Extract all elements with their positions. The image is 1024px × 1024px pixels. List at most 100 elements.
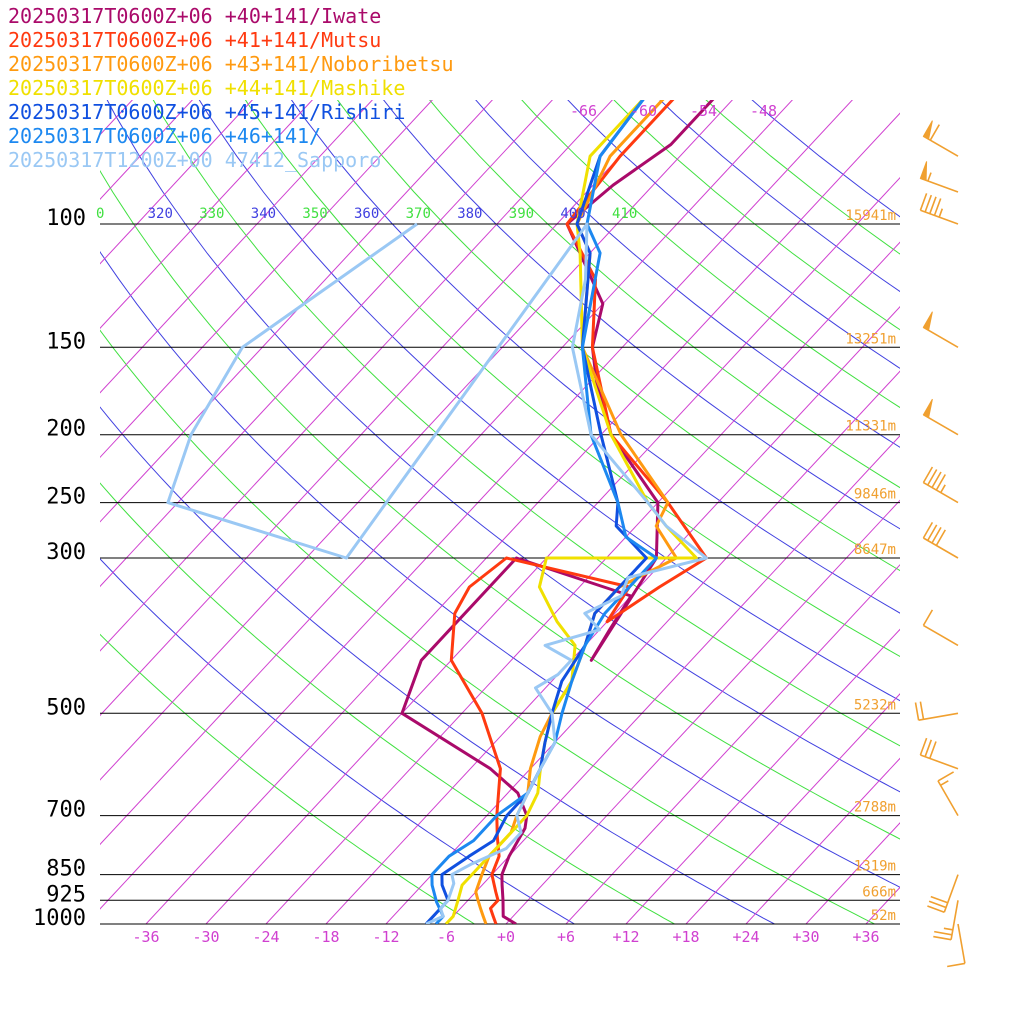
isotherm: [100, 100, 733, 781]
pressure-label: 500: [46, 695, 86, 720]
barb-full: [933, 198, 942, 216]
wind-barb: [922, 466, 959, 504]
barb-full: [935, 474, 946, 491]
wind-barb: [919, 161, 959, 193]
wind-barb: [933, 900, 959, 941]
wind-barb: [919, 193, 959, 225]
pressure-label: 100: [46, 206, 86, 231]
temperature-tick-label: +30: [792, 928, 819, 946]
isotherm: [100, 100, 493, 523]
dry-adiabat: [567, 100, 900, 369]
isotherm: [685, 693, 900, 924]
isotherm: [100, 100, 793, 846]
isotherm: [100, 100, 373, 394]
dry-adiabat: [106, 100, 900, 793]
barb-staff: [943, 874, 959, 913]
temperature-tick-label: -36: [132, 928, 159, 946]
legend-entry: 20250317T0600Z+06 +45+141/Rishiri: [8, 100, 406, 124]
barb-half: [927, 172, 932, 182]
legend-entry: 20250317T0600Z+06 +44+141/Mashike: [8, 76, 406, 100]
isotherm: [972, 69, 1024, 939]
barb-staff: [922, 326, 959, 348]
barb-half: [943, 927, 953, 931]
barb-full: [931, 527, 942, 544]
isotherm: [100, 100, 253, 265]
wind-barbs: [914, 120, 966, 968]
barb-staff: [937, 780, 959, 816]
dry-adiabat: [383, 100, 900, 530]
wind-barb: [922, 398, 959, 436]
barb-staff: [920, 754, 959, 770]
height-label: 13251m: [845, 331, 896, 347]
wind-barb: [922, 311, 959, 348]
height-label: 52m: [871, 908, 896, 924]
theta-label: 340: [251, 206, 276, 222]
barb-full: [934, 930, 953, 936]
isobars: [100, 223, 900, 925]
dry-adiabat: [100, 633, 476, 924]
dry-adiabats: [100, 100, 900, 924]
temperature-profiles: [166, 100, 715, 924]
isotherm: [625, 628, 900, 924]
wind-barb: [922, 120, 959, 157]
isotherm: [145, 112, 900, 924]
height-label: 8647m: [854, 542, 896, 558]
barb-full: [928, 900, 947, 909]
barb-full: [919, 701, 925, 720]
isotherm: [100, 100, 313, 330]
isotherm: [100, 100, 853, 910]
barb-staff: [922, 624, 959, 647]
wind-barb: [914, 701, 959, 721]
barb-full: [937, 771, 954, 782]
isotherm: [100, 100, 613, 652]
isotherm: [0, 69, 41, 939]
dry-adiabat: [100, 329, 876, 924]
theta-label: 320: [148, 206, 173, 222]
isotherm: [100, 100, 673, 717]
dry-adiabat: [152, 100, 900, 747]
barb-full: [929, 741, 937, 759]
isotherm: [100, 100, 433, 459]
temperature-tick-label: +36: [852, 928, 879, 946]
isotherm: [265, 241, 900, 924]
barb-full: [922, 466, 934, 483]
barb-pennant: [922, 120, 933, 140]
temperature-tick-label: +24: [732, 928, 759, 946]
barb-full: [927, 905, 945, 913]
isotherm: [100, 100, 193, 200]
barb-half: [938, 208, 944, 218]
temperature-profile: [430, 100, 658, 924]
isotherm: [385, 370, 900, 924]
isotherm: [565, 564, 900, 924]
theta-label: 360: [354, 206, 379, 222]
axis-labels: 100 15941m 150 13251m 200 11331m 250 9846m 300 86…: [33, 102, 896, 946]
wind-barb: [922, 522, 959, 559]
pressure-label: 850: [46, 857, 86, 882]
theta-label: 330: [199, 206, 224, 222]
barb-full: [929, 124, 940, 141]
dry-adiabat: [100, 482, 676, 924]
barb-half: [940, 780, 949, 786]
pressure-label: 150: [46, 329, 86, 354]
barb-full: [927, 469, 938, 486]
barb-staff: [950, 900, 959, 940]
temperature-tick-label: -18: [312, 928, 339, 946]
theta-label: 350: [302, 206, 327, 222]
pressure-label: 200: [46, 417, 86, 442]
barb-full: [919, 193, 928, 211]
barb-full: [935, 529, 946, 546]
theta-label: 410: [612, 206, 637, 222]
isotherm: [100, 100, 553, 588]
temperature-tick-label: -30: [192, 928, 219, 946]
height-label: 1319m: [854, 859, 896, 875]
isotherm-top-label: -60: [630, 102, 657, 120]
legend-entry: 20250317T0600Z+06 +41+141/Mutsu: [8, 28, 382, 52]
temperature-profile: [400, 100, 715, 924]
theta-label: 400: [560, 206, 585, 222]
legend: 20250317T0600Z+06 +40+141/Iwate 20250317T…: [8, 4, 454, 172]
barb-staff: [920, 177, 959, 193]
dry-adiabat: [290, 100, 900, 614]
theta-label: 370: [406, 206, 431, 222]
wind-barb: [937, 771, 959, 816]
isotherm: [505, 499, 900, 924]
